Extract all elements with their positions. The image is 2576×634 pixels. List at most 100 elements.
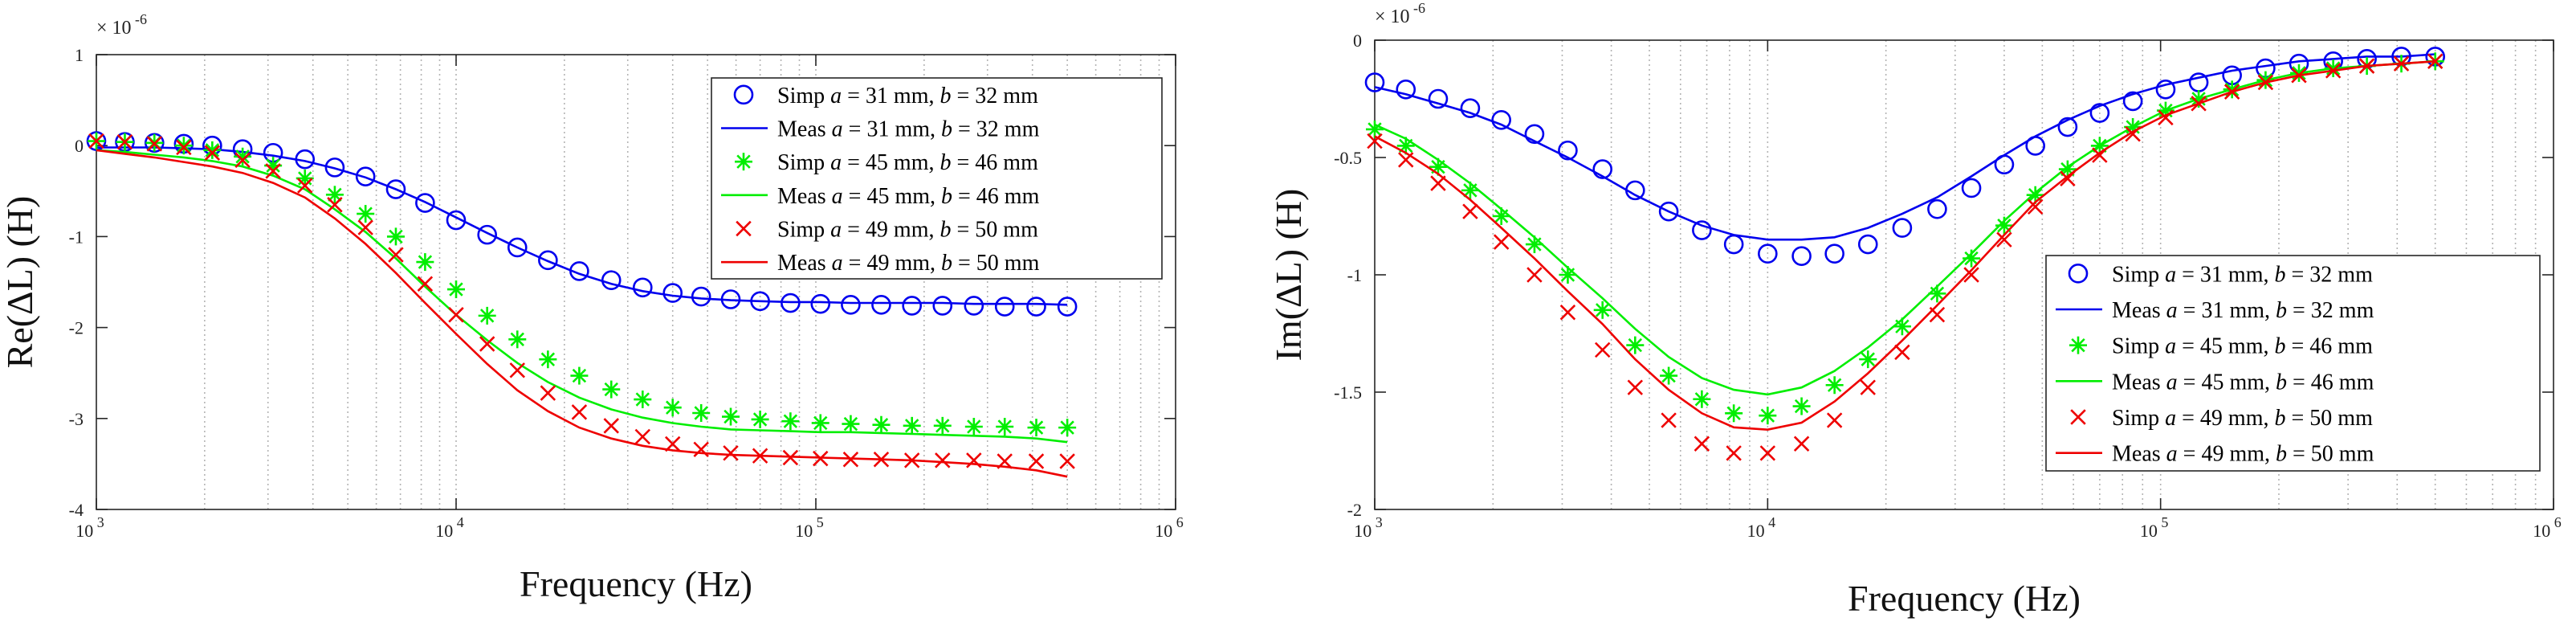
data-point bbox=[996, 417, 1014, 436]
data-point bbox=[203, 141, 222, 159]
data-point bbox=[1493, 234, 1510, 250]
data-point bbox=[116, 133, 133, 150]
data-point bbox=[634, 391, 652, 409]
x-tick-label: 10 3 bbox=[1354, 514, 1383, 541]
legend-marker-swatch bbox=[2070, 409, 2086, 425]
y-tick-label: -4 bbox=[69, 500, 84, 520]
data-point bbox=[2057, 117, 2078, 137]
data-point bbox=[416, 253, 434, 272]
legend: Simp a = 31 mm, b = 32 mm Meas a = 31 mm,… bbox=[711, 77, 1163, 280]
data-point bbox=[1594, 342, 1611, 358]
data-point bbox=[1725, 404, 1743, 423]
data-point bbox=[388, 247, 404, 263]
data-point bbox=[1559, 305, 1576, 321]
legend-marker-swatch bbox=[2068, 264, 2089, 284]
legend-box bbox=[711, 77, 1163, 280]
legend-label: Meas a = 31 mm, b = 32 mm bbox=[2112, 298, 2374, 323]
data-point bbox=[508, 330, 527, 349]
data-point bbox=[385, 179, 406, 199]
data-point bbox=[415, 193, 435, 213]
data-point bbox=[1058, 419, 1077, 437]
x-tick-label: 10 6 bbox=[1155, 514, 1184, 541]
y-axis-label: Re(ΔL) (H) bbox=[0, 196, 40, 369]
data-point bbox=[1661, 412, 1677, 428]
data-point bbox=[570, 366, 589, 385]
data-point bbox=[1996, 231, 2012, 247]
data-point bbox=[2027, 198, 2044, 215]
legend-label: Meas a = 31 mm, b = 32 mm bbox=[777, 117, 1040, 142]
data-point bbox=[1694, 436, 1710, 452]
legend-label: Meas a = 45 mm, b = 46 mm bbox=[777, 184, 1040, 209]
data-point bbox=[1860, 379, 1876, 395]
legend-entry: Simp a = 45 mm, b = 46 mm bbox=[2069, 334, 2373, 359]
data-point bbox=[1693, 390, 1711, 408]
data-point bbox=[935, 452, 951, 468]
data-point bbox=[540, 385, 556, 401]
data-point bbox=[2122, 91, 2143, 112]
data-point bbox=[994, 297, 1015, 317]
data-point bbox=[2155, 80, 2176, 100]
data-point bbox=[327, 197, 343, 213]
data-point bbox=[1825, 376, 1844, 395]
series-meas-a31 bbox=[96, 146, 1068, 306]
data-point bbox=[265, 163, 281, 179]
data-point bbox=[632, 277, 653, 298]
data-point bbox=[509, 362, 525, 378]
legend-label: Simp a = 45 mm, b = 46 mm bbox=[2112, 334, 2373, 359]
data-point bbox=[539, 350, 557, 369]
data-point bbox=[146, 136, 163, 152]
data-point bbox=[722, 407, 740, 426]
legend-entry: Meas a = 49 mm, b = 50 mm bbox=[2056, 442, 2374, 467]
series-line bbox=[96, 149, 1068, 444]
data-point bbox=[903, 416, 921, 435]
data-point bbox=[692, 404, 711, 423]
data-point bbox=[477, 224, 497, 245]
legend-label: Meas a = 49 mm, b = 50 mm bbox=[2112, 442, 2374, 467]
legend-label: Simp a = 49 mm, b = 50 mm bbox=[2112, 406, 2373, 431]
legend-label: Simp a = 31 mm, b = 32 mm bbox=[777, 84, 1038, 108]
data-point bbox=[1758, 243, 1778, 264]
data-point bbox=[1826, 412, 1843, 428]
x-tick-label: 10 6 bbox=[2533, 514, 2562, 541]
data-point bbox=[1462, 203, 1478, 219]
y-tick-label: -2 bbox=[1347, 500, 1362, 520]
legend-box bbox=[2045, 255, 2541, 472]
data-point bbox=[1894, 344, 1910, 361]
data-point bbox=[1027, 419, 1045, 437]
data-point bbox=[602, 380, 621, 399]
legend-label: Simp a = 45 mm, b = 46 mm bbox=[777, 150, 1038, 175]
legend-label: Meas a = 45 mm, b = 46 mm bbox=[2112, 370, 2374, 395]
data-point bbox=[781, 412, 800, 431]
data-point bbox=[1627, 379, 1644, 395]
data-point bbox=[1524, 124, 1545, 145]
data-point bbox=[932, 296, 953, 316]
legend-marker-swatch bbox=[735, 153, 752, 171]
data-point bbox=[1028, 453, 1045, 469]
y-exponent-label: × 10 -6 bbox=[1375, 0, 1425, 27]
series-line bbox=[1374, 53, 2435, 241]
data-point bbox=[662, 283, 683, 303]
data-point bbox=[1026, 297, 1046, 317]
data-point bbox=[1396, 80, 1416, 100]
x-tick-label: 10 5 bbox=[2140, 514, 2169, 541]
legend-entry: Simp a = 49 mm, b = 50 mm bbox=[2070, 406, 2373, 431]
legend-entry: Meas a = 49 mm, b = 50 mm bbox=[721, 251, 1040, 276]
data-point bbox=[723, 445, 739, 461]
data-point bbox=[1460, 98, 1481, 118]
data-point bbox=[1859, 350, 1877, 369]
data-point bbox=[1526, 267, 1543, 283]
data-point bbox=[841, 294, 861, 315]
series-meas-a49 bbox=[96, 149, 1068, 478]
series-meas-a45 bbox=[1374, 60, 2435, 396]
data-point bbox=[234, 147, 252, 166]
data-point bbox=[1059, 453, 1075, 469]
data-point bbox=[446, 210, 467, 231]
data-point bbox=[1364, 72, 1385, 92]
x-axis-label: Frequency (Hz) bbox=[520, 563, 752, 604]
y-tick-label: -3 bbox=[69, 409, 84, 429]
data-point bbox=[1592, 159, 1613, 179]
series-line bbox=[1374, 60, 2435, 396]
legend-entry: Simp a = 31 mm, b = 32 mm bbox=[2068, 262, 2373, 287]
y-tick-label: -1.5 bbox=[1334, 382, 1362, 403]
legend-entry: Meas a = 31 mm, b = 32 mm bbox=[721, 117, 1040, 142]
